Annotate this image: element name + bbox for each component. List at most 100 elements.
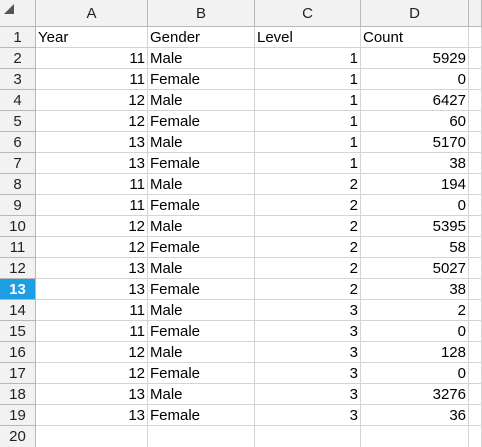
cell-level[interactable]: 2	[255, 195, 361, 216]
cell-level[interactable]: 3	[255, 405, 361, 426]
cell-year[interactable]: 12	[36, 111, 148, 132]
cell-gender[interactable]: Female	[148, 405, 255, 426]
cell-level[interactable]: 2	[255, 258, 361, 279]
row-header[interactable]: 19	[0, 405, 36, 426]
cell-gender[interactable]: Female	[148, 237, 255, 258]
select-all-corner[interactable]	[0, 0, 36, 27]
cell-year[interactable]: 11	[36, 195, 148, 216]
cell-year[interactable]: 13	[36, 405, 148, 426]
cell-count[interactable]: 5170	[361, 132, 469, 153]
row-header[interactable]: 9	[0, 195, 36, 216]
row-header[interactable]: 1	[0, 27, 36, 48]
row-header[interactable]: 17	[0, 363, 36, 384]
column-header-d[interactable]: D	[361, 0, 469, 27]
cell-count[interactable]: 5027	[361, 258, 469, 279]
cell-year[interactable]: 11	[36, 321, 148, 342]
row-header[interactable]: 5	[0, 111, 36, 132]
cell-year[interactable]: 13	[36, 279, 148, 300]
empty-cell[interactable]	[255, 426, 361, 447]
cell-level[interactable]: 2	[255, 216, 361, 237]
cell-count[interactable]: 58	[361, 237, 469, 258]
column-header-b[interactable]: B	[148, 0, 255, 27]
row-header[interactable]: 4	[0, 90, 36, 111]
cell-count[interactable]: 5929	[361, 48, 469, 69]
row-header[interactable]: 16	[0, 342, 36, 363]
cell-count[interactable]: 36	[361, 405, 469, 426]
cell-gender[interactable]: Male	[148, 174, 255, 195]
cell-count[interactable]: 0	[361, 321, 469, 342]
cell-gender[interactable]: Female	[148, 195, 255, 216]
cell-year[interactable]: 12	[36, 216, 148, 237]
cell-year[interactable]: 11	[36, 300, 148, 321]
column-header-e[interactable]	[469, 0, 482, 27]
cell-gender[interactable]: Male	[148, 216, 255, 237]
cell-gender[interactable]: Male	[148, 48, 255, 69]
cell-e[interactable]	[469, 237, 482, 258]
cell-e[interactable]	[469, 321, 482, 342]
cell-e[interactable]	[469, 174, 482, 195]
cell-level[interactable]: 3	[255, 363, 361, 384]
cell-year[interactable]: 11	[36, 48, 148, 69]
cell-e1[interactable]	[469, 27, 482, 48]
empty-cell[interactable]	[148, 426, 255, 447]
cell-year[interactable]: 12	[36, 363, 148, 384]
cell-count[interactable]: 3276	[361, 384, 469, 405]
cell-year[interactable]: 11	[36, 69, 148, 90]
row-header[interactable]: 8	[0, 174, 36, 195]
cell-e[interactable]	[469, 405, 482, 426]
cell-e[interactable]	[469, 132, 482, 153]
cell-level[interactable]: 2	[255, 279, 361, 300]
cell-e[interactable]	[469, 258, 482, 279]
empty-cell[interactable]	[469, 426, 482, 447]
cell-year[interactable]: 13	[36, 258, 148, 279]
cell-gender[interactable]: Female	[148, 111, 255, 132]
row-header[interactable]: 6	[0, 132, 36, 153]
cell-e[interactable]	[469, 69, 482, 90]
row-header[interactable]: 12	[0, 258, 36, 279]
cell-count[interactable]: 38	[361, 153, 469, 174]
cell-year[interactable]: 12	[36, 90, 148, 111]
cell-e[interactable]	[469, 195, 482, 216]
cell-count[interactable]: 6427	[361, 90, 469, 111]
cell-level[interactable]: 1	[255, 48, 361, 69]
cell-level[interactable]: 2	[255, 174, 361, 195]
cell-gender[interactable]: Female	[148, 153, 255, 174]
cell-count[interactable]: 0	[361, 363, 469, 384]
cell-b1[interactable]: Gender	[148, 27, 255, 48]
row-header[interactable]: 14	[0, 300, 36, 321]
row-header[interactable]: 7	[0, 153, 36, 174]
row-header[interactable]: 18	[0, 384, 36, 405]
cell-count[interactable]: 128	[361, 342, 469, 363]
cell-e[interactable]	[469, 384, 482, 405]
row-header[interactable]: 3	[0, 69, 36, 90]
cell-e[interactable]	[469, 216, 482, 237]
cell-e[interactable]	[469, 48, 482, 69]
cell-level[interactable]: 3	[255, 384, 361, 405]
cell-d1[interactable]: Count	[361, 27, 469, 48]
cell-level[interactable]: 1	[255, 111, 361, 132]
cell-gender[interactable]: Male	[148, 90, 255, 111]
cell-c1[interactable]: Level	[255, 27, 361, 48]
cell-year[interactable]: 13	[36, 384, 148, 405]
column-header-a[interactable]: A	[36, 0, 148, 27]
row-header[interactable]: 10	[0, 216, 36, 237]
cell-gender[interactable]: Male	[148, 342, 255, 363]
cell-e[interactable]	[469, 363, 482, 384]
cell-level[interactable]: 3	[255, 342, 361, 363]
cell-e[interactable]	[469, 111, 482, 132]
cell-count[interactable]: 60	[361, 111, 469, 132]
cell-year[interactable]: 12	[36, 237, 148, 258]
column-header-c[interactable]: C	[255, 0, 361, 27]
cell-year[interactable]: 11	[36, 174, 148, 195]
cell-count[interactable]: 2	[361, 300, 469, 321]
cell-count[interactable]: 5395	[361, 216, 469, 237]
row-header[interactable]: 20	[0, 426, 36, 447]
row-header[interactable]: 15	[0, 321, 36, 342]
cell-e[interactable]	[469, 342, 482, 363]
cell-gender[interactable]: Male	[148, 132, 255, 153]
cell-year[interactable]: 12	[36, 342, 148, 363]
cell-year[interactable]: 13	[36, 132, 148, 153]
cell-level[interactable]: 1	[255, 90, 361, 111]
cell-level[interactable]: 2	[255, 237, 361, 258]
cell-gender[interactable]: Female	[148, 321, 255, 342]
